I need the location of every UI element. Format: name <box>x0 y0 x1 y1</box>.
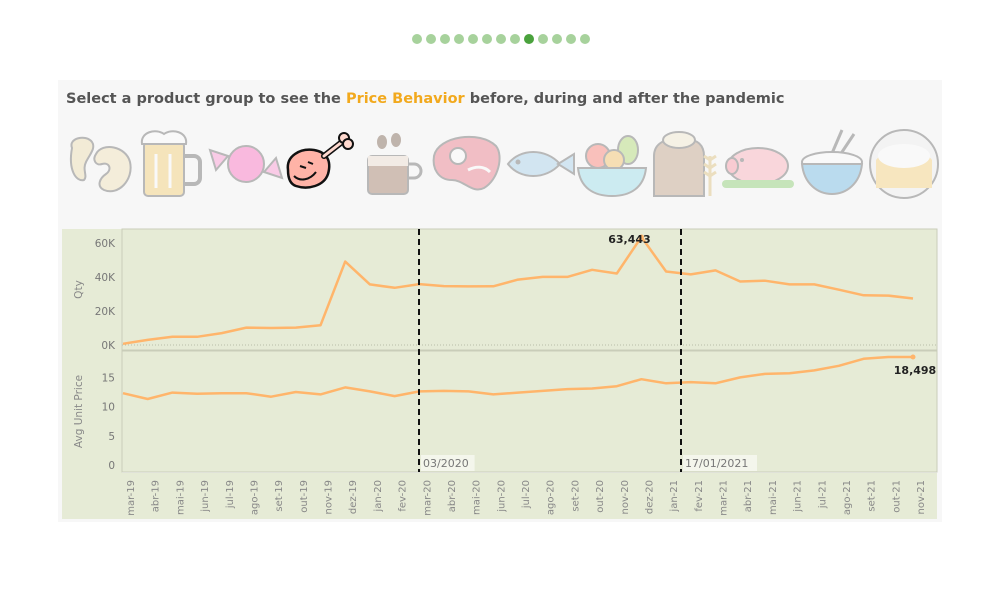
x-tick-label: mai-19 <box>175 480 186 515</box>
data-label: 18,498 <box>894 364 936 377</box>
fish-icon[interactable] <box>502 126 578 202</box>
x-tick-label: jun-19 <box>200 480 211 513</box>
y-tick-label: 20K <box>95 306 116 318</box>
x-tick-label: set-19 <box>274 480 285 512</box>
x-tick-label: fev-21 <box>694 480 705 512</box>
x-tick-label: jan-21 <box>669 480 680 513</box>
y-tick-label: 15 <box>102 372 115 384</box>
x-tick-label: jun-20 <box>496 480 507 513</box>
x-tick-label: mai-21 <box>768 480 779 515</box>
page-dot[interactable] <box>426 34 436 44</box>
x-tick-label: jan-20 <box>373 480 384 513</box>
x-tick-label: jun-21 <box>793 480 804 513</box>
grain-sack-icon[interactable] <box>648 126 724 202</box>
x-tick-label: set-21 <box>867 480 878 512</box>
page-dot[interactable] <box>552 34 562 44</box>
data-point <box>638 234 644 240</box>
fruit-bowl-icon[interactable] <box>574 126 650 202</box>
page-dot[interactable] <box>496 34 506 44</box>
x-tick-label: jul-21 <box>817 480 828 509</box>
page-dot[interactable] <box>538 34 548 44</box>
reference-label: 03/2020 <box>423 457 469 470</box>
x-tick-label: nov-20 <box>620 480 631 514</box>
page-dots <box>412 34 590 44</box>
y-tick-label: 10 <box>102 402 115 414</box>
x-axis-band <box>62 473 937 519</box>
page-title: Select a product group to see the Price … <box>66 91 784 107</box>
rice-bowl-icon[interactable] <box>794 126 870 202</box>
page-dot[interactable] <box>468 34 478 44</box>
series-line <box>122 235 914 346</box>
x-tick-label: mar-21 <box>719 480 730 516</box>
cashew-icon[interactable] <box>62 126 138 202</box>
roast-pig-icon[interactable] <box>720 126 796 202</box>
y-tick-label: 0K <box>101 340 116 352</box>
page-dot[interactable] <box>566 34 576 44</box>
y-tick-label: 60K <box>95 238 116 250</box>
page-dot[interactable] <box>482 34 492 44</box>
plot-area <box>121 228 938 351</box>
data-label: 63,443 <box>608 233 650 246</box>
x-tick-label: mar-19 <box>126 480 137 516</box>
x-tick-label: jul-20 <box>521 480 532 509</box>
reference-label-bg <box>421 455 475 471</box>
page-dot[interactable] <box>412 34 422 44</box>
x-tick-label: jul-19 <box>225 480 236 509</box>
sugar-icon[interactable] <box>866 126 942 202</box>
x-tick-label: out-19 <box>299 480 310 513</box>
x-tick-label: out-20 <box>595 480 606 513</box>
title-prefix: Select a product group to see the <box>66 91 346 107</box>
page-dot[interactable] <box>510 34 520 44</box>
coffee-cup-icon[interactable] <box>354 126 430 202</box>
title-highlight: Price Behavior <box>345 91 465 107</box>
y-tick-label: 0 <box>108 460 115 472</box>
chicken-leg-icon[interactable] <box>280 126 356 202</box>
x-tick-label: dez-20 <box>644 480 655 514</box>
x-tick-label: dez-19 <box>348 480 359 514</box>
product-selector <box>62 126 940 202</box>
x-tick-label: abr-21 <box>743 480 754 512</box>
x-tick-label: abr-19 <box>151 480 162 512</box>
y-axis-band <box>62 229 122 473</box>
x-tick-label: mai-20 <box>472 480 483 515</box>
beer-mug-icon[interactable] <box>134 126 210 202</box>
x-tick-label: nov-21 <box>916 480 927 514</box>
page-dot[interactable] <box>580 34 590 44</box>
x-tick-label: nov-19 <box>324 480 335 514</box>
x-tick-label: abr-20 <box>447 480 458 512</box>
y-axis-label: Qty <box>73 280 85 299</box>
y-axis-label: Avg Unit Price <box>73 375 85 448</box>
x-tick-label: out-21 <box>891 480 902 513</box>
y-tick-label: 5 <box>108 431 115 443</box>
page-dot[interactable] <box>440 34 450 44</box>
reference-label-bg <box>683 455 757 471</box>
data-point <box>910 354 916 360</box>
x-tick-label: ago-20 <box>546 480 557 515</box>
series-line <box>122 355 913 401</box>
x-tick-label: set-20 <box>570 480 581 512</box>
page-dot[interactable] <box>454 34 464 44</box>
x-tick-label: ago-21 <box>842 480 853 515</box>
steak-icon[interactable] <box>428 126 504 202</box>
reference-label: 17/01/2021 <box>685 457 748 470</box>
x-tick-label: ago-19 <box>249 480 260 515</box>
y-tick-label: 40K <box>95 272 116 284</box>
candy-icon[interactable] <box>208 126 284 202</box>
x-tick-label: mar-20 <box>422 480 433 516</box>
page-dot[interactable] <box>524 34 534 44</box>
x-tick-label: fev-20 <box>398 480 409 512</box>
title-suffix: before, during and after the pandemic <box>464 91 785 107</box>
